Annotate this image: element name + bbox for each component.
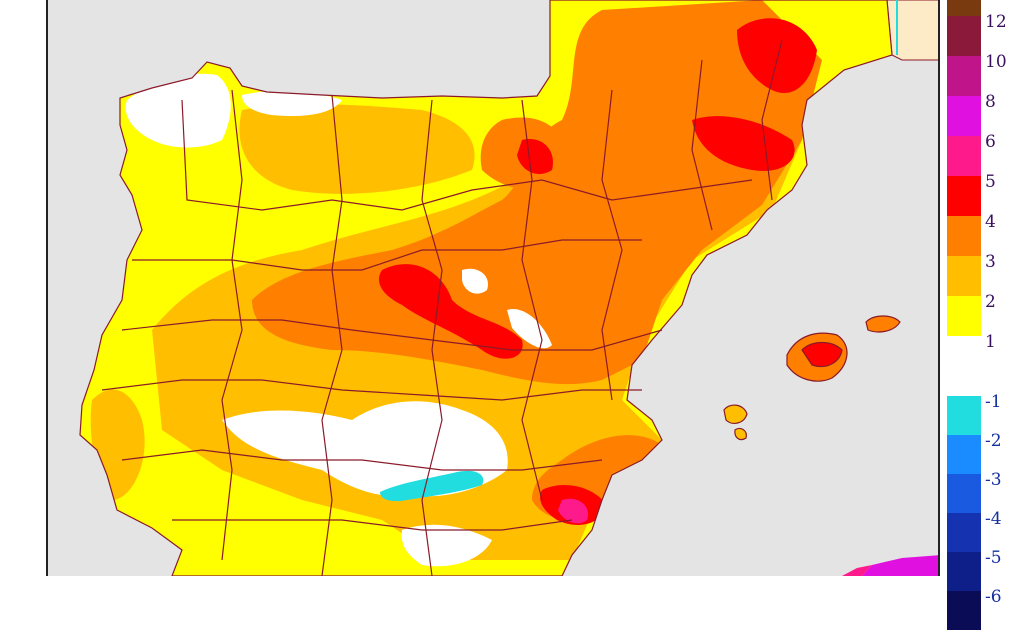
field-neutral [242, 90, 342, 117]
legend-swatch [947, 435, 981, 474]
map-canvas [79, 0, 938, 576]
legend-label: -4 [985, 509, 1002, 529]
legend-label: 6 [985, 132, 996, 152]
north-africa-field [842, 565, 872, 576]
legend-swatch [947, 552, 981, 591]
balearic-islands [723, 315, 901, 441]
field-plus-4-5 [517, 139, 553, 175]
legend-label: -2 [985, 431, 1002, 451]
field-neutral [401, 524, 492, 567]
legend-label: 8 [985, 92, 996, 112]
legend-label: -6 [985, 587, 1002, 607]
legend-swatch [947, 296, 981, 336]
legend-swatch [947, 396, 981, 435]
legend-swatch [947, 136, 981, 176]
legend-label: 4 [985, 212, 996, 232]
legend-label: 1 [985, 332, 996, 352]
field-neutral [222, 401, 508, 497]
legend-swatch [947, 56, 981, 96]
color-legend: 12 10 8 6 5 4 3 2 1 -1 -2 -3 -4 -5 -6 [944, 0, 1024, 630]
legend-label: 3 [985, 252, 996, 272]
legend-swatch [947, 513, 981, 552]
legend-swatch [947, 336, 981, 376]
legend-label: -3 [985, 470, 1002, 490]
field-plus-4-5 [378, 264, 523, 359]
legend-swatch [947, 96, 981, 136]
legend-label: -5 [985, 548, 1002, 568]
legend-swatch [947, 216, 981, 256]
legend-swatch-top [947, 0, 981, 16]
field-neutral [507, 309, 552, 349]
legend-label: 2 [985, 292, 996, 312]
north-africa-field [862, 555, 938, 576]
legend-swatch [947, 16, 981, 56]
field-neutral [125, 73, 231, 148]
legend-label: -1 [985, 392, 1002, 412]
field-plus-5-6 [558, 498, 588, 524]
legend-swatch [947, 591, 981, 630]
legend-label: 12 [985, 12, 1007, 32]
field-plus-4-5 [692, 116, 795, 171]
legend-swatch [947, 176, 981, 216]
legend-swatch [947, 474, 981, 513]
field-plus-2-3 [239, 104, 475, 194]
province-borders [79, 0, 893, 576]
legend-label: 5 [985, 172, 996, 192]
anomaly-map [46, 0, 940, 576]
field-minus-1-2 [380, 470, 484, 502]
france-landmass [886, 0, 938, 61]
field-plus-4-5 [737, 18, 817, 94]
legend-gap [947, 376, 981, 396]
legend-swatch [947, 256, 981, 296]
legend-label: 10 [985, 52, 1007, 72]
field-neutral [462, 268, 488, 294]
